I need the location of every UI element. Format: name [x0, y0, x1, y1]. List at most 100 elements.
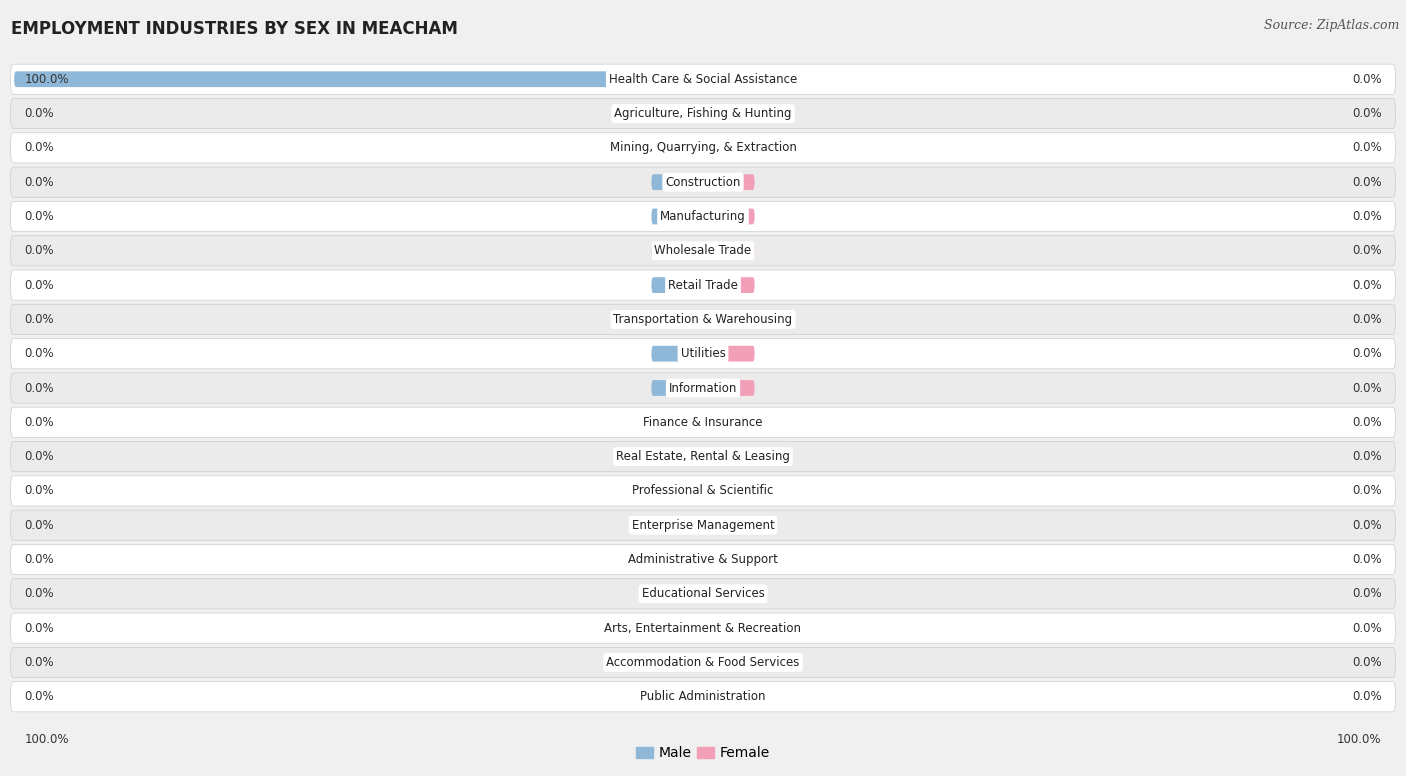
FancyBboxPatch shape	[11, 99, 1395, 129]
FancyBboxPatch shape	[703, 311, 755, 327]
Text: 0.0%: 0.0%	[1353, 73, 1382, 85]
FancyBboxPatch shape	[651, 689, 703, 705]
Text: 0.0%: 0.0%	[24, 210, 53, 223]
FancyBboxPatch shape	[703, 620, 755, 636]
Text: 0.0%: 0.0%	[1353, 416, 1382, 429]
Text: Wholesale Trade: Wholesale Trade	[654, 244, 752, 258]
FancyBboxPatch shape	[703, 689, 755, 705]
FancyBboxPatch shape	[703, 175, 755, 190]
FancyBboxPatch shape	[651, 243, 703, 258]
FancyBboxPatch shape	[11, 270, 1395, 300]
Legend: Male, Female: Male, Female	[631, 740, 775, 766]
Text: 0.0%: 0.0%	[1353, 382, 1382, 394]
FancyBboxPatch shape	[651, 518, 703, 533]
Text: Educational Services: Educational Services	[641, 587, 765, 601]
FancyBboxPatch shape	[651, 655, 703, 670]
FancyBboxPatch shape	[703, 140, 755, 156]
FancyBboxPatch shape	[703, 243, 755, 258]
Text: 0.0%: 0.0%	[1353, 450, 1382, 463]
FancyBboxPatch shape	[703, 414, 755, 430]
FancyBboxPatch shape	[651, 449, 703, 465]
FancyBboxPatch shape	[703, 586, 755, 601]
Text: 0.0%: 0.0%	[1353, 279, 1382, 292]
FancyBboxPatch shape	[11, 613, 1395, 643]
Text: 100.0%: 100.0%	[24, 733, 69, 746]
Text: 0.0%: 0.0%	[24, 313, 53, 326]
Text: 0.0%: 0.0%	[1353, 175, 1382, 189]
Text: Information: Information	[669, 382, 737, 394]
FancyBboxPatch shape	[651, 380, 703, 396]
FancyBboxPatch shape	[703, 552, 755, 567]
Text: 0.0%: 0.0%	[24, 279, 53, 292]
Text: Professional & Scientific: Professional & Scientific	[633, 484, 773, 497]
Text: 0.0%: 0.0%	[24, 416, 53, 429]
Text: 0.0%: 0.0%	[24, 107, 53, 120]
Text: Transportation & Warehousing: Transportation & Warehousing	[613, 313, 793, 326]
Text: 0.0%: 0.0%	[1353, 313, 1382, 326]
Text: Enterprise Management: Enterprise Management	[631, 518, 775, 532]
FancyBboxPatch shape	[703, 209, 755, 224]
Text: EMPLOYMENT INDUSTRIES BY SEX IN MEACHAM: EMPLOYMENT INDUSTRIES BY SEX IN MEACHAM	[11, 20, 457, 38]
FancyBboxPatch shape	[703, 483, 755, 499]
FancyBboxPatch shape	[11, 510, 1395, 540]
FancyBboxPatch shape	[703, 380, 755, 396]
FancyBboxPatch shape	[11, 407, 1395, 438]
FancyBboxPatch shape	[651, 346, 703, 362]
FancyBboxPatch shape	[11, 579, 1395, 609]
FancyBboxPatch shape	[703, 346, 755, 362]
FancyBboxPatch shape	[11, 373, 1395, 403]
FancyBboxPatch shape	[14, 71, 703, 87]
Text: 0.0%: 0.0%	[1353, 347, 1382, 360]
Text: 0.0%: 0.0%	[24, 175, 53, 189]
FancyBboxPatch shape	[11, 304, 1395, 334]
Text: Utilities: Utilities	[681, 347, 725, 360]
Text: 0.0%: 0.0%	[24, 347, 53, 360]
Text: 0.0%: 0.0%	[24, 141, 53, 154]
FancyBboxPatch shape	[651, 414, 703, 430]
FancyBboxPatch shape	[651, 586, 703, 601]
Text: 0.0%: 0.0%	[1353, 141, 1382, 154]
Text: Construction: Construction	[665, 175, 741, 189]
Text: Retail Trade: Retail Trade	[668, 279, 738, 292]
Text: 100.0%: 100.0%	[1337, 733, 1382, 746]
FancyBboxPatch shape	[11, 476, 1395, 506]
Text: 0.0%: 0.0%	[24, 691, 53, 703]
Text: 0.0%: 0.0%	[24, 656, 53, 669]
Text: 0.0%: 0.0%	[1353, 484, 1382, 497]
Text: Arts, Entertainment & Recreation: Arts, Entertainment & Recreation	[605, 622, 801, 635]
FancyBboxPatch shape	[11, 442, 1395, 472]
Text: Finance & Insurance: Finance & Insurance	[644, 416, 762, 429]
FancyBboxPatch shape	[11, 545, 1395, 575]
FancyBboxPatch shape	[703, 277, 755, 293]
FancyBboxPatch shape	[703, 518, 755, 533]
Text: 0.0%: 0.0%	[24, 553, 53, 566]
FancyBboxPatch shape	[11, 201, 1395, 231]
FancyBboxPatch shape	[11, 64, 1395, 95]
Text: Source: ZipAtlas.com: Source: ZipAtlas.com	[1264, 19, 1399, 33]
Text: Administrative & Support: Administrative & Support	[628, 553, 778, 566]
FancyBboxPatch shape	[11, 167, 1395, 197]
Text: 0.0%: 0.0%	[1353, 622, 1382, 635]
FancyBboxPatch shape	[703, 106, 755, 121]
Text: 0.0%: 0.0%	[1353, 107, 1382, 120]
FancyBboxPatch shape	[11, 133, 1395, 163]
Text: 0.0%: 0.0%	[1353, 553, 1382, 566]
Text: 0.0%: 0.0%	[1353, 587, 1382, 601]
Text: 0.0%: 0.0%	[1353, 656, 1382, 669]
Text: 0.0%: 0.0%	[24, 622, 53, 635]
Text: 0.0%: 0.0%	[24, 484, 53, 497]
Text: Public Administration: Public Administration	[640, 691, 766, 703]
FancyBboxPatch shape	[651, 175, 703, 190]
Text: 0.0%: 0.0%	[1353, 210, 1382, 223]
FancyBboxPatch shape	[651, 311, 703, 327]
FancyBboxPatch shape	[11, 236, 1395, 266]
FancyBboxPatch shape	[703, 71, 755, 87]
Text: Health Care & Social Assistance: Health Care & Social Assistance	[609, 73, 797, 85]
Text: 0.0%: 0.0%	[1353, 691, 1382, 703]
FancyBboxPatch shape	[11, 338, 1395, 369]
FancyBboxPatch shape	[703, 449, 755, 465]
FancyBboxPatch shape	[651, 483, 703, 499]
FancyBboxPatch shape	[651, 140, 703, 156]
Text: Manufacturing: Manufacturing	[661, 210, 745, 223]
Text: 0.0%: 0.0%	[24, 382, 53, 394]
